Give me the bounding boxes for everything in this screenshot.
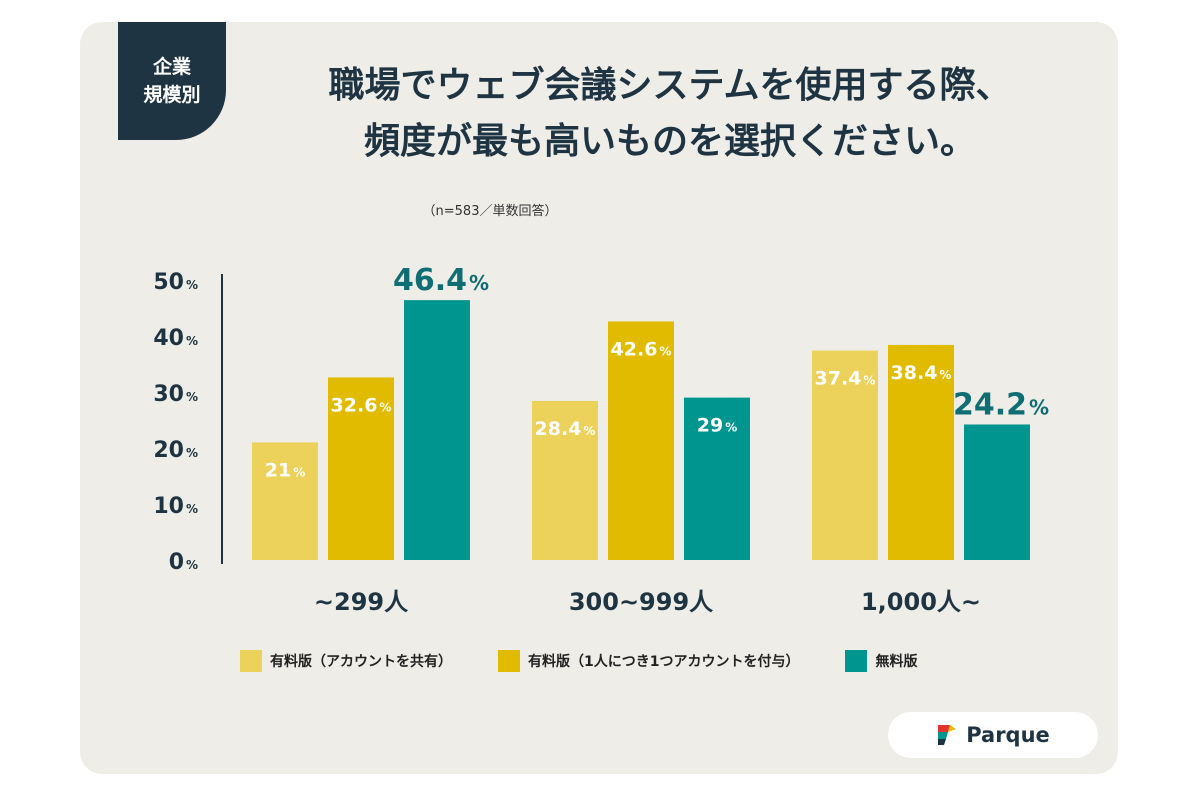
bar-value-label-2-1: 38.4% [891,362,952,384]
legend-label-free: 無料版 [875,654,918,670]
chart-title-line1: 職場でウェブ会議システムを使用する際、 [328,65,1012,106]
y-tick-unit-5: % [186,278,198,292]
bar-value-label-0-2: 46.4% [393,263,489,298]
bar-value-label-1-1: 42.6% [611,338,672,360]
bar-value-label-1-0: 28.4% [535,418,596,440]
y-tick-unit-3: % [186,390,198,404]
legend-item-free: 無料版 [845,650,917,672]
bar-2-2 [964,424,1030,560]
brand-name: Parque [966,723,1050,747]
bar-0-1 [328,377,394,560]
bar-value-label-2-0: 37.4% [815,368,876,390]
parque-logo-icon [938,725,957,745]
y-tick-unit-2: % [186,446,198,460]
legend-swatch-individual-paid [498,650,520,672]
segment-badge-line2: 規模別 [143,84,201,106]
legend-item-shared-paid: 有料版（アカウントを共有） [240,650,452,672]
bar-value-label-0-1: 32.6% [331,394,392,416]
legend-swatch-free [845,650,868,672]
y-tick-label-3: 30 [153,382,184,407]
chart-title-line2: 頻度が最も高いものを選択ください。 [363,121,976,162]
y-tick-label-4: 40 [153,326,184,351]
y-tick-unit-0: % [186,558,198,572]
bar-value-label-0-0: 21% [265,459,305,481]
brand-pill: Parque [888,712,1098,758]
legend: 有料版（アカウントを共有） 有料版（1人につき1つアカウントを付与） 無料版 [240,650,963,672]
bar-value-label-1-2: 29% [697,415,737,437]
bar-1-2 [684,397,750,560]
y-tick-label-0: 0 [169,550,184,575]
bar-0-2 [404,300,470,560]
chart-card: 企業 規模別 職場でウェブ会議システムを使用する際、 頻度が最も高いものを選択く… [80,22,1118,774]
category-label-0: ~299人 [314,588,408,616]
segment-badge: 企業 規模別 [118,22,226,140]
bar-value-label-2-2: 24.2% [953,387,1049,422]
bar-2-1 [888,344,954,560]
legend-label-individual-paid: 有料版（1人につき1つアカウントを付与） [528,654,800,670]
segment-badge-line1: 企業 [152,56,191,78]
bar-2-0 [812,350,878,560]
legend-item-individual-paid: 有料版（1人につき1つアカウントを付与） [498,650,799,672]
bar-1-1 [608,321,674,560]
y-tick-label-2: 20 [153,438,184,463]
bar-chart: 0 %10 %20 %30 %40 %50 %21 %32.6 %46.4 %~299人28.4%… [153,263,1049,616]
category-label-2: 1,000人~ [861,588,981,616]
y-tick-unit-1: % [186,502,198,516]
bar-1-0 [532,400,598,560]
y-tick-label-5: 50 [153,270,184,295]
category-label-1: 300~999人 [569,588,713,616]
bar-0-0 [252,442,318,560]
legend-swatch-shared-paid [240,650,262,672]
sample-note: （n=583／単数回答） [422,204,558,219]
chart-title: 職場でウェブ会議システムを使用する際、 頻度が最も高いものを選択ください。 [240,58,1100,170]
y-tick-unit-4: % [186,334,198,348]
y-tick-label-1: 10 [153,494,184,519]
legend-label-shared-paid: 有料版（アカウントを共有） [270,654,452,670]
